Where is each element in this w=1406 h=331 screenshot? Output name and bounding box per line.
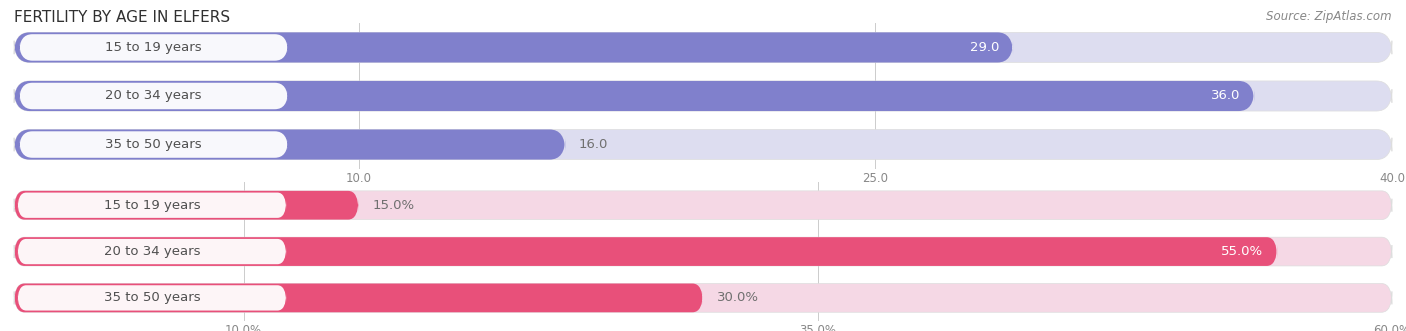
FancyBboxPatch shape [14,284,1392,312]
FancyBboxPatch shape [14,284,703,312]
Text: 20 to 34 years: 20 to 34 years [104,245,200,258]
Text: 15.0%: 15.0% [373,199,415,212]
FancyBboxPatch shape [20,83,288,109]
FancyBboxPatch shape [14,129,565,160]
Text: 29.0: 29.0 [970,41,1000,54]
Text: 35 to 50 years: 35 to 50 years [104,291,200,305]
Text: 55.0%: 55.0% [1222,245,1264,258]
FancyBboxPatch shape [14,191,1392,219]
Text: 20 to 34 years: 20 to 34 years [105,89,202,103]
FancyBboxPatch shape [14,81,1392,111]
FancyBboxPatch shape [17,193,287,218]
Text: 15 to 19 years: 15 to 19 years [105,41,202,54]
FancyBboxPatch shape [14,32,1392,63]
FancyBboxPatch shape [20,34,288,61]
FancyBboxPatch shape [14,32,1012,63]
FancyBboxPatch shape [14,129,1392,160]
Text: 35 to 50 years: 35 to 50 years [105,138,202,151]
FancyBboxPatch shape [17,285,287,310]
FancyBboxPatch shape [14,191,359,219]
Text: Source: ZipAtlas.com: Source: ZipAtlas.com [1267,10,1392,23]
Text: 16.0: 16.0 [579,138,609,151]
FancyBboxPatch shape [14,81,1254,111]
Text: 30.0%: 30.0% [717,291,759,305]
FancyBboxPatch shape [17,239,287,264]
FancyBboxPatch shape [14,237,1277,266]
Text: 36.0: 36.0 [1211,89,1240,103]
FancyBboxPatch shape [14,237,1392,266]
FancyBboxPatch shape [20,131,288,158]
Text: FERTILITY BY AGE IN ELFERS: FERTILITY BY AGE IN ELFERS [14,10,231,25]
Text: 15 to 19 years: 15 to 19 years [104,199,200,212]
